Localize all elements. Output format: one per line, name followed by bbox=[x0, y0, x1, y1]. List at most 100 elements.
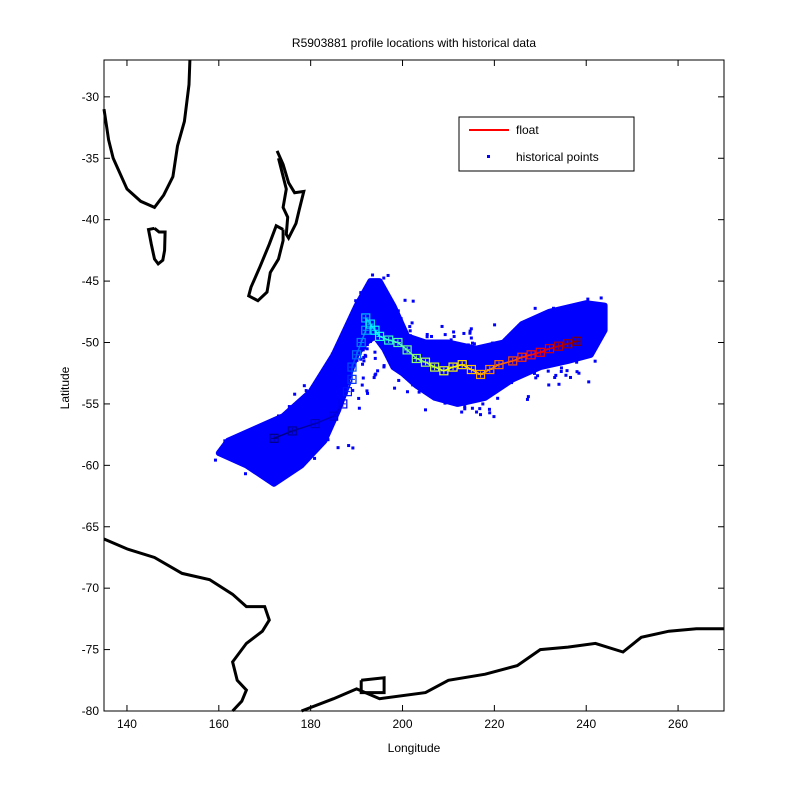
historical-point bbox=[416, 362, 420, 366]
historical-point bbox=[377, 300, 381, 304]
historical-point bbox=[556, 347, 560, 351]
historical-point bbox=[371, 273, 375, 277]
float-profile-marker bbox=[351, 350, 362, 360]
historical-point bbox=[556, 317, 560, 321]
historical-point bbox=[576, 333, 580, 337]
historical-point bbox=[358, 335, 362, 339]
x-tick-label: 160 bbox=[209, 717, 229, 731]
float-profile-marker bbox=[494, 360, 504, 370]
float-profile-marker bbox=[544, 344, 555, 354]
float-profile-cross bbox=[518, 354, 525, 361]
float-profile-marker bbox=[384, 335, 394, 345]
historical-point bbox=[463, 405, 467, 409]
historical-point bbox=[577, 371, 581, 375]
historical-point bbox=[381, 327, 385, 331]
historical-point bbox=[260, 473, 264, 477]
historical-point bbox=[560, 334, 564, 338]
historical-point bbox=[363, 346, 367, 350]
historical-point bbox=[390, 326, 394, 330]
historical-point bbox=[333, 390, 337, 394]
y-tick-label: -75 bbox=[82, 643, 100, 657]
historical-point bbox=[442, 391, 446, 395]
historical-point bbox=[552, 306, 556, 310]
historical-point bbox=[569, 375, 573, 379]
historical-point bbox=[568, 334, 572, 338]
y-tick-label: -30 bbox=[82, 90, 100, 104]
float-profile-marker bbox=[402, 345, 412, 355]
float-profile-cross bbox=[555, 343, 562, 350]
float-profile-marker bbox=[347, 374, 357, 384]
historical-point bbox=[536, 374, 540, 378]
historical-point bbox=[547, 383, 551, 387]
historical-point bbox=[575, 370, 579, 374]
historical-point bbox=[445, 357, 449, 361]
float-profile-marker bbox=[374, 331, 385, 341]
historical-point bbox=[330, 352, 334, 356]
float-profile-marker bbox=[329, 411, 339, 421]
float-profile-marker bbox=[485, 364, 495, 375]
historical-point bbox=[391, 361, 395, 365]
historical-point bbox=[311, 413, 315, 417]
historical-point bbox=[303, 445, 307, 449]
historical-point bbox=[493, 323, 497, 327]
historical-point bbox=[552, 331, 556, 335]
historical-point bbox=[423, 408, 427, 412]
historical-point bbox=[415, 340, 419, 344]
historical-point bbox=[287, 405, 291, 409]
historical-point bbox=[536, 322, 540, 326]
historical-point bbox=[565, 369, 569, 373]
historical-point bbox=[430, 334, 434, 338]
historical-point bbox=[528, 334, 532, 338]
historical-point bbox=[365, 306, 369, 310]
historical-point bbox=[291, 454, 295, 458]
historical-point bbox=[321, 438, 325, 442]
historical-point bbox=[559, 370, 563, 374]
historical-point bbox=[373, 356, 377, 360]
historical-point bbox=[346, 330, 350, 334]
historical-point bbox=[376, 323, 380, 327]
historical-point bbox=[503, 354, 507, 358]
historical-point bbox=[525, 365, 529, 369]
historical-point bbox=[526, 325, 530, 329]
historical-point bbox=[376, 316, 380, 320]
historical-point bbox=[361, 362, 365, 366]
historical-point bbox=[297, 455, 301, 459]
float-profile-cross bbox=[344, 388, 351, 395]
historical-point bbox=[380, 302, 384, 306]
historical-point bbox=[466, 343, 470, 347]
historical-point bbox=[488, 411, 492, 415]
historical-point bbox=[443, 333, 447, 337]
float-profile-marker bbox=[457, 360, 467, 370]
historical-point bbox=[554, 308, 558, 312]
historical-point bbox=[563, 359, 567, 363]
historical-point bbox=[312, 431, 316, 435]
historical-point bbox=[417, 390, 421, 394]
historical-point bbox=[545, 360, 549, 364]
historical-point bbox=[435, 359, 439, 363]
x-tick-label: 220 bbox=[484, 717, 504, 731]
historical-point bbox=[396, 309, 400, 313]
historical-point bbox=[416, 380, 420, 384]
historical-point bbox=[475, 410, 479, 414]
historical-point bbox=[479, 413, 483, 417]
historical-point bbox=[509, 343, 513, 347]
y-tick-labels: -30 -35 -40 -45 -50 -55 -60 -65 -70 -75 -80 bbox=[82, 90, 100, 718]
float-profile-marker bbox=[535, 347, 545, 357]
x-tick-label: 140 bbox=[117, 717, 137, 731]
x-tick-labels: 140 160 180 200 220 240 260 bbox=[117, 717, 688, 731]
historical-point bbox=[338, 339, 342, 343]
historical-point bbox=[560, 360, 564, 364]
historical-point bbox=[372, 376, 376, 380]
historical-point bbox=[303, 412, 307, 416]
historical-point bbox=[365, 347, 369, 351]
historical-point bbox=[501, 343, 505, 347]
historical-point bbox=[438, 358, 442, 362]
historical-point bbox=[417, 356, 421, 360]
historical-point bbox=[387, 357, 391, 361]
legend-box bbox=[458, 116, 635, 172]
float-track-segment bbox=[365, 317, 371, 325]
float-profile-marker bbox=[356, 337, 366, 348]
historical-point bbox=[419, 352, 423, 356]
historical-point bbox=[566, 318, 570, 322]
float-profile-marker bbox=[342, 387, 353, 397]
